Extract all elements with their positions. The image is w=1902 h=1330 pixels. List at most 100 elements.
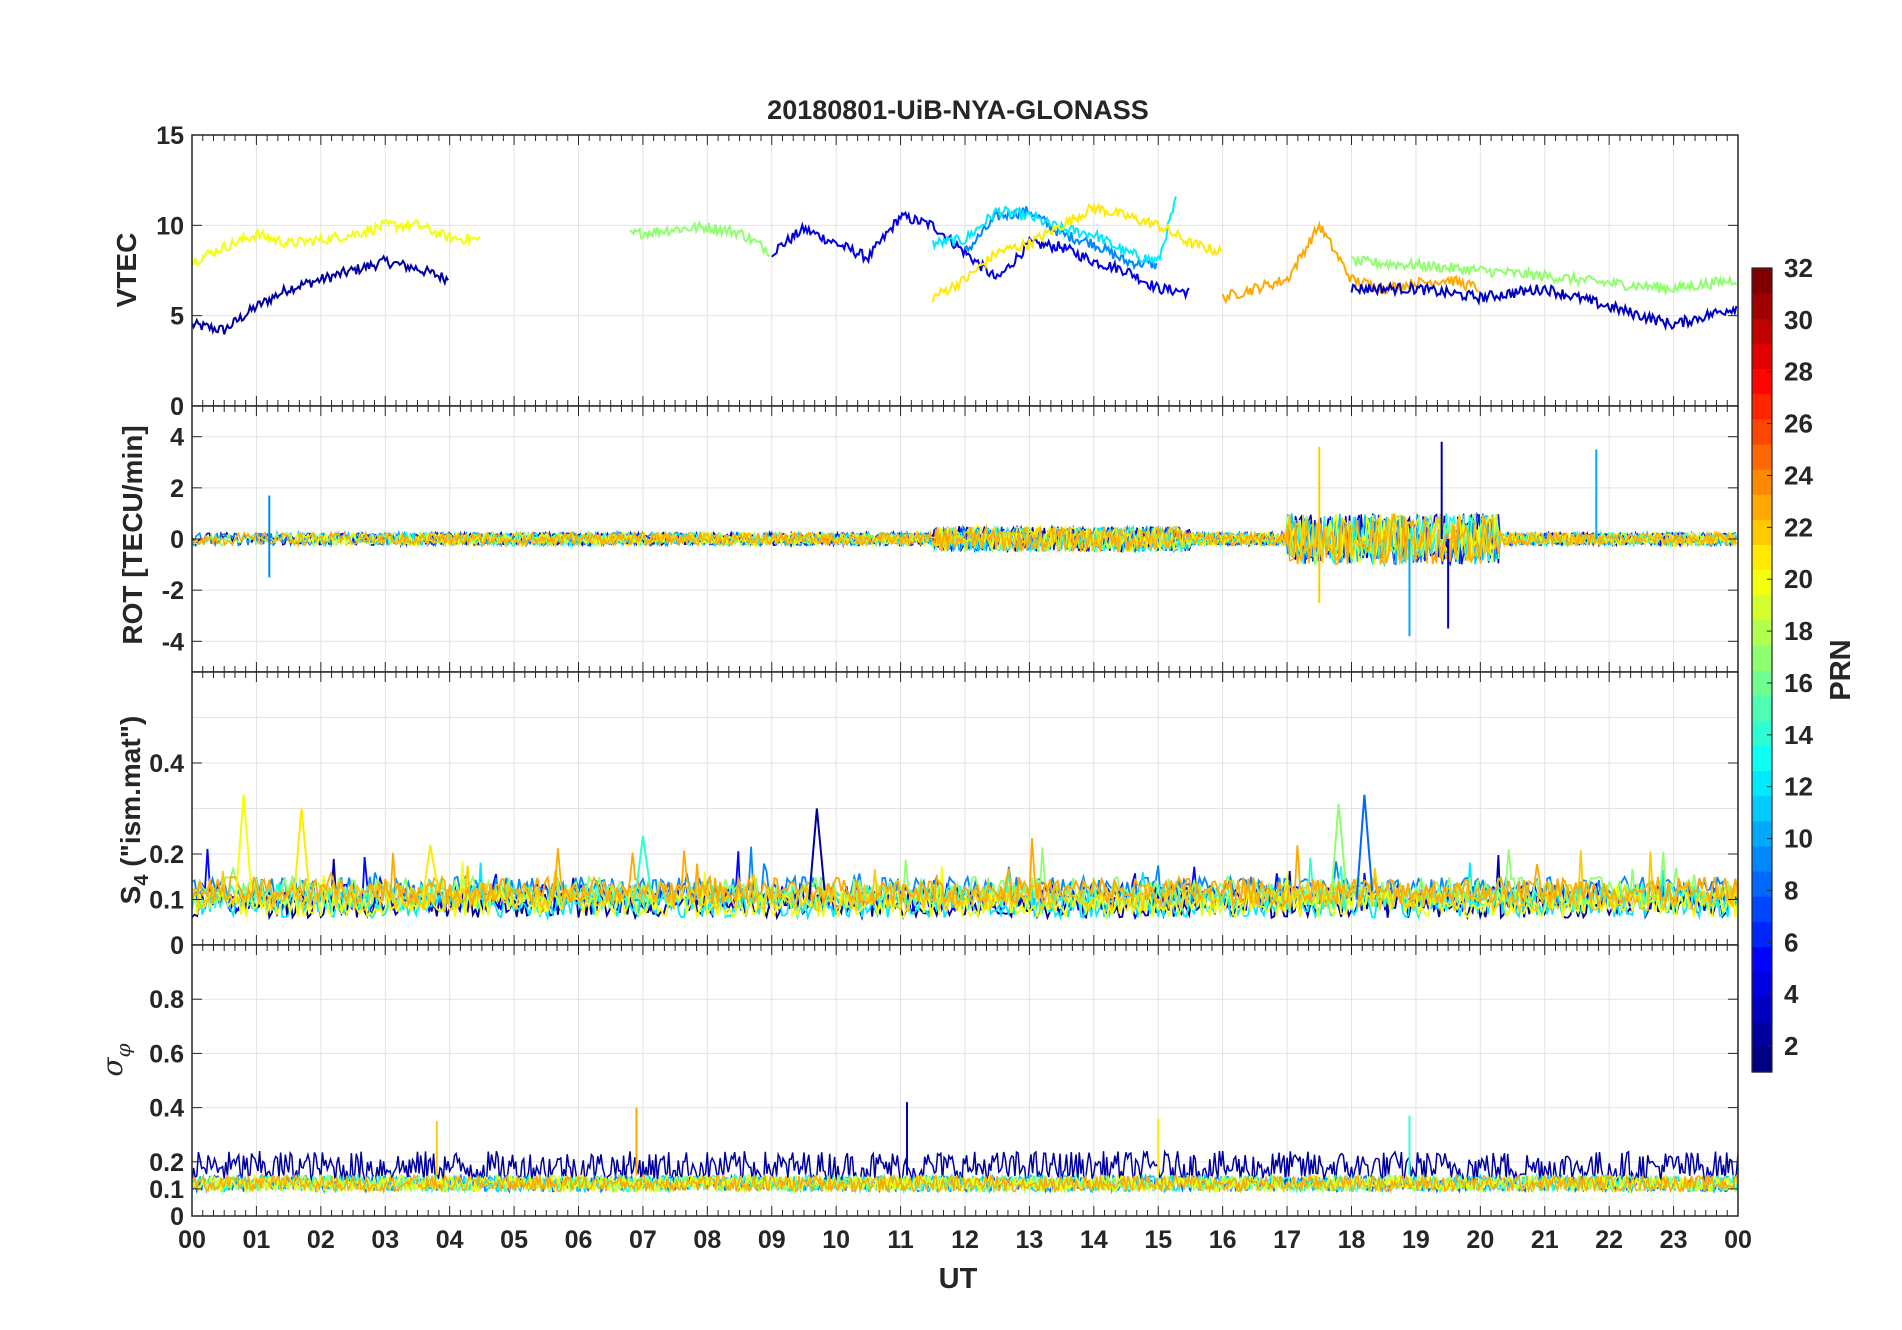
colorbar-segment [1752, 921, 1772, 947]
x-tick-label: 03 [371, 1226, 399, 1254]
colorbar-tick-label: 28 [1784, 357, 1813, 387]
x-tick-label: 15 [1144, 1226, 1172, 1254]
colorbar-segment [1752, 1046, 1772, 1073]
rot-trace [192, 513, 1737, 566]
y-tick-label: 0.8 [149, 986, 184, 1014]
x-tick-label: 14 [1080, 1226, 1108, 1254]
colorbar-segment [1752, 896, 1772, 922]
x-tick-label: 05 [500, 1226, 528, 1254]
colorbar-label: PRN [1825, 639, 1857, 700]
y-tick-label: 4 [170, 424, 184, 452]
colorbar-segment [1752, 720, 1772, 746]
y-tick-label: 0.6 [149, 1040, 184, 1068]
x-tick-label: 07 [629, 1226, 657, 1254]
s4-trace [192, 838, 1738, 908]
panel-rot: -4 -2 0 2 4 [162, 405, 1739, 673]
x-tick-label: 21 [1531, 1226, 1559, 1254]
colorbar-tick-label: 2 [1784, 1031, 1798, 1061]
colorbar-segment [1752, 368, 1772, 395]
x-tick-label: 16 [1209, 1226, 1237, 1254]
data-traces [192, 794, 1738, 922]
vtec-ylabel: VTEC [111, 233, 142, 308]
x-tick-label: 18 [1338, 1226, 1366, 1254]
vtec-trace [931, 201, 1223, 303]
y-tick-label: 0 [170, 1203, 184, 1231]
vtec-trace [192, 218, 481, 267]
x-tick-label: 06 [565, 1226, 593, 1254]
x-tick-label: 23 [1660, 1226, 1688, 1254]
sigma-trace [192, 1172, 1738, 1195]
vtec-trace [1350, 280, 1738, 332]
rot-trace [288, 512, 1737, 565]
colorbar-segment [1752, 343, 1772, 370]
s4-peak [1355, 794, 1374, 900]
y-tick-label: 0 [170, 393, 184, 421]
panel-vtec: 0 5 10 15 [156, 122, 1739, 421]
x-tick-label: 22 [1595, 1226, 1623, 1254]
x-tick-label: 00 [178, 1226, 206, 1254]
colorbar-segment [1752, 770, 1772, 797]
colorbar-segment [1752, 745, 1772, 772]
colorbar-tick-label: 4 [1784, 979, 1799, 1009]
y-tick-label: 0.2 [149, 1149, 184, 1177]
y-tick-label: 2 [170, 475, 184, 503]
s4-peak [234, 794, 253, 900]
vtec-trace [192, 254, 449, 335]
x-axis-label: UT [939, 1263, 978, 1295]
colorbar-segment [1752, 795, 1772, 822]
vtec-trace [771, 210, 1190, 301]
data-traces [192, 441, 1737, 637]
y-tick-label: 0.4 [149, 1095, 184, 1123]
vtec-trace [931, 196, 1177, 266]
colorbar-segment [1752, 871, 1772, 897]
x-tick-label: 13 [1016, 1226, 1044, 1254]
s4-ylabel: S4 ("ism.mat") [115, 716, 153, 905]
colorbar-segment [1752, 393, 1772, 420]
vtec-trace [1350, 255, 1738, 297]
x-tick-label: 09 [758, 1226, 786, 1254]
vtec-trace [629, 220, 771, 257]
colorbar-tick-label: 30 [1784, 305, 1813, 335]
colorbar-segment [1752, 971, 1772, 998]
y-tick-label: 0.1 [149, 1176, 184, 1204]
sigma-trace [192, 1149, 1738, 1186]
colorbar-tick-label: 20 [1784, 564, 1813, 594]
figure-title: 20180801-UiB-NYA-GLONASS [767, 95, 1149, 125]
x-tick-label: 00 [1724, 1226, 1752, 1254]
y-tick-label: 0 [170, 526, 184, 554]
colorbar-tick-label: 32 [1784, 253, 1813, 283]
x-tick-label: 10 [822, 1226, 850, 1254]
colorbar-segment [1752, 443, 1772, 470]
sigma-trace [192, 1172, 1738, 1195]
colorbar-tick-label: 6 [1784, 927, 1798, 957]
y-tick-label: 15 [156, 122, 184, 150]
colorbar-segment [1752, 644, 1772, 671]
y-tick-label: 0.2 [149, 841, 184, 869]
y-tick-label: -4 [162, 628, 184, 656]
colorbar-segment [1752, 946, 1772, 973]
panel-s4: 0 0.1 0.2 0.4 [149, 671, 1739, 960]
colorbar-segment [1752, 996, 1772, 1023]
colorbar-segment [1752, 494, 1772, 520]
x-tick-label: 11 [887, 1226, 914, 1254]
colorbar-tick-label: 24 [1784, 460, 1813, 490]
colorbar-segment [1752, 318, 1772, 344]
data-traces [192, 196, 1738, 335]
y-tick-label: 10 [156, 212, 184, 240]
x-tick-label: 20 [1466, 1226, 1494, 1254]
colorbar-segment [1752, 1021, 1772, 1048]
colorbar-segment [1752, 544, 1772, 571]
colorbar-tick-label: 8 [1784, 875, 1798, 905]
x-tick-label: 04 [436, 1226, 464, 1254]
vtec-trace [1221, 220, 1480, 305]
colorbar-tick-label: 22 [1784, 512, 1813, 542]
s4-trace [192, 861, 1738, 921]
y-tick-label: 5 [170, 303, 184, 331]
colorbar-frame [1751, 267, 1773, 1073]
colorbar-tick-label: 18 [1784, 616, 1813, 646]
s4-peak [292, 808, 311, 900]
y-tick-label: 0 [170, 932, 184, 960]
y-tick-label: 0.1 [149, 887, 184, 915]
colorbar-tick-label: 14 [1784, 720, 1813, 750]
colorbar-segment [1752, 820, 1772, 847]
